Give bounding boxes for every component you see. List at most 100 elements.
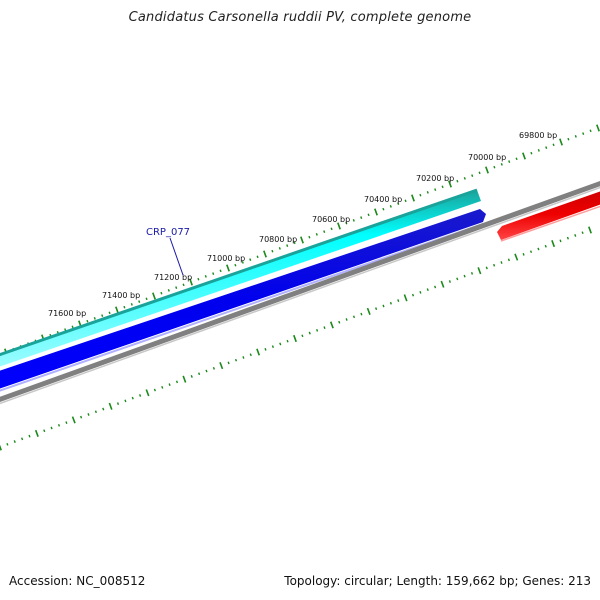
map-title: Candidatus Carsonella ruddii PV, complet… [128, 10, 472, 25]
genome-backbone-shadow [0, 186, 600, 405]
outer-minor-tick [397, 202, 400, 205]
outer-minor-tick [93, 317, 96, 320]
outer-minor-tick [582, 132, 585, 135]
outer-minor-tick [441, 185, 444, 189]
inner-major-tick [551, 240, 556, 248]
inner-minor-tick [323, 326, 326, 330]
inner-major-tick [514, 253, 519, 261]
outer-minor-tick [234, 263, 237, 267]
inner-minor-tick [43, 429, 46, 433]
inner-minor-tick [470, 272, 474, 275]
outer-minor-tick [345, 221, 348, 225]
outer-major-tick [263, 250, 267, 258]
inner-minor-tick [316, 328, 319, 332]
inner-minor-tick [168, 383, 171, 386]
inner-minor-tick [249, 353, 252, 357]
inner-minor-tick [389, 301, 392, 305]
inner-minor-tick [286, 339, 289, 343]
tick-label: 71200 bp [154, 273, 192, 282]
outer-minor-tick [352, 219, 355, 222]
tick-label: 69800 bp [519, 131, 557, 140]
inner-major-tick [477, 267, 482, 275]
inner-minor-tick [131, 396, 134, 400]
inner-major-tick [440, 280, 445, 288]
outer-minor-tick [71, 325, 74, 329]
inner-major-tick [403, 294, 408, 302]
inner-minor-tick [419, 291, 422, 294]
outer-minor-tick [508, 160, 511, 163]
outer-major-tick [522, 152, 526, 160]
inner-minor-tick [360, 312, 363, 316]
inner-minor-tick [345, 318, 348, 321]
inner-minor-tick [493, 263, 496, 267]
outer-minor-tick [286, 244, 289, 247]
inner-minor-tick [382, 304, 385, 308]
outer-minor-tick [567, 137, 570, 141]
inner-minor-tick [205, 369, 208, 373]
inner-minor-tick [234, 358, 238, 362]
outer-minor-tick [219, 269, 222, 273]
tick-label-group: 69800 bp 70000 bp 70200 bp 70400 bp 70600 bp… [48, 131, 557, 318]
gene-label-crp-077[interactable]: CRP_077 [146, 227, 190, 238]
outer-minor-tick [271, 249, 274, 253]
outer-minor-tick [101, 314, 104, 317]
outer-minor-tick [552, 143, 555, 147]
inner-minor-tick [13, 440, 16, 443]
inner-major-tick [293, 334, 297, 343]
inner-major-tick [256, 348, 261, 356]
outer-minor-tick [574, 135, 577, 138]
inner-minor-tick [397, 299, 400, 302]
inner-minor-tick [65, 421, 68, 424]
inner-minor-tick [448, 280, 451, 283]
inner-minor-tick [566, 236, 569, 240]
inner-minor-tick [574, 234, 577, 237]
outer-minor-tick [197, 277, 200, 281]
inner-minor-tick [522, 253, 525, 256]
outer-minor-tick [478, 171, 481, 175]
inner-major-tick [0, 444, 2, 451]
inner-minor-tick [485, 266, 488, 270]
outer-minor-tick [138, 300, 141, 303]
inner-minor-tick [124, 399, 127, 403]
outer-major-tick [485, 166, 489, 174]
outer-minor-tick [86, 319, 89, 323]
reverse-gene-blue [0, 209, 486, 389]
tick-label: 70400 bp [364, 195, 402, 204]
outer-minor-tick [589, 129, 592, 133]
inner-minor-tick [6, 442, 9, 446]
outer-major-tick [115, 306, 119, 314]
outer-minor-tick [167, 289, 170, 292]
outer-minor-tick [500, 163, 503, 166]
inner-minor-tick [375, 307, 378, 311]
tick-label: 70000 bp [468, 153, 506, 162]
inner-minor-tick [352, 315, 356, 319]
outer-minor-tick [145, 297, 148, 301]
outer-minor-tick [367, 213, 370, 217]
outer-minor-tick [160, 291, 163, 295]
inner-major-tick [34, 429, 39, 437]
inner-minor-tick [264, 347, 267, 351]
outer-major-tick [300, 236, 304, 244]
inner-major-tick [71, 416, 76, 424]
inner-minor-tick [21, 437, 24, 441]
outer-minor-tick [493, 165, 496, 169]
inner-minor-tick [212, 366, 215, 370]
outer-minor-tick [308, 235, 311, 239]
outer-minor-tick [323, 230, 326, 233]
outer-minor-tick [212, 272, 215, 275]
inner-minor-tick [116, 402, 120, 405]
outer-minor-tick [175, 286, 178, 289]
tick-label: 70200 bp [416, 174, 454, 183]
outer-minor-tick [130, 303, 133, 306]
inner-minor-tick [529, 250, 533, 254]
outer-minor-tick [108, 311, 111, 315]
outer-minor-tick [278, 247, 281, 250]
inner-major-tick [145, 389, 150, 397]
outer-minor-tick [249, 258, 252, 261]
outer-major-tick [559, 138, 563, 146]
inner-minor-tick [227, 361, 230, 365]
inner-minor-tick [537, 247, 540, 251]
gene-label-pointer [169, 237, 184, 276]
inner-minor-tick [57, 423, 61, 427]
inner-minor-tick [80, 415, 83, 419]
